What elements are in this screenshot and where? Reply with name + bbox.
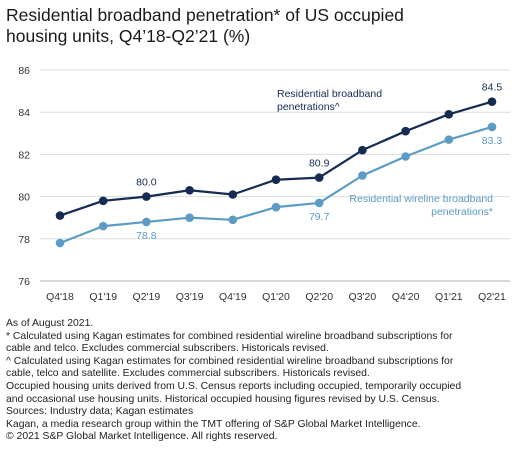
x-tick-label: Q1'19 — [89, 291, 117, 303]
series-group — [55, 97, 497, 248]
title-line-2: housing units, Q4’18-Q2’21 (%) — [6, 26, 251, 46]
data-point — [271, 202, 281, 212]
line-chart: 76 78 80 82 84 86 Q4'18 Q1'19 Q2'19 Q3'19 Q4'19 Q1… — [18, 65, 510, 303]
footnote-line: © 2021 S&P Global Market Intelligence. A… — [6, 431, 278, 443]
data-point — [444, 110, 454, 119]
x-tick-label: Q2'21 — [478, 291, 506, 303]
footnote-line: As of August 2021. — [6, 318, 94, 329]
data-label: 78.8 — [136, 230, 157, 242]
legend-entry: Residential broadband penetrations^ — [277, 88, 382, 113]
data-label: 80.0 — [136, 177, 157, 189]
data-point — [487, 122, 497, 132]
data-point — [271, 175, 281, 185]
data-point — [358, 171, 367, 180]
title-line-1: Residential broadband penetration* of US… — [6, 5, 404, 25]
data-point — [401, 152, 410, 161]
data-label: 79.7 — [309, 211, 330, 223]
legend-entry: Residential wireline broadband penetratio… — [349, 193, 493, 218]
footnote-line: Occupied housing units derived from U.S.… — [6, 380, 462, 392]
data-point — [98, 221, 108, 231]
x-tick-label: Q4'19 — [219, 291, 247, 303]
x-tick-label: Q4'18 — [46, 291, 74, 303]
data-label: 83.3 — [482, 135, 503, 147]
data-point — [228, 215, 238, 225]
series-line — [59, 125, 493, 245]
y-tick-label: 80 — [18, 192, 30, 204]
x-tick-label: Q1'20 — [262, 291, 290, 303]
x-tick-label: Q3'20 — [349, 291, 377, 303]
x-axis: Q4'18 Q1'19 Q2'19 Q3'19 Q4'19 Q1'20 Q2'20 Q3'20… — [46, 291, 506, 303]
y-axis: 76 78 80 82 84 86 — [18, 65, 30, 288]
data-point — [185, 185, 194, 195]
data-point — [314, 198, 324, 208]
data-point — [142, 192, 151, 201]
footnotes: As of August 2021. * Calculated using Kag… — [6, 318, 518, 444]
data-point — [98, 196, 108, 206]
y-tick-label: 82 — [18, 149, 30, 161]
data-point — [185, 213, 194, 222]
footnote-line: Sources: Industry data; Kagan estimates — [6, 406, 194, 418]
data-point — [314, 173, 324, 182]
footnote-line: cable, telco and satellite. Excludes com… — [6, 368, 370, 380]
data-point — [401, 126, 410, 136]
legend: Residential broadband penetrations^ Reside… — [277, 88, 493, 218]
footnote-line: cable and telco. Excludes commercial sub… — [6, 343, 329, 355]
data-point — [55, 238, 65, 248]
data-label: 80.9 — [309, 158, 330, 170]
data-point — [487, 97, 497, 106]
grid-lines — [40, 69, 510, 282]
data-point — [55, 211, 65, 220]
footnote-line: and occasional use housing units. Histor… — [6, 393, 440, 405]
x-tick-label: Q4'20 — [392, 291, 420, 303]
x-tick-label: Q2'20 — [305, 291, 333, 303]
chart-title: Residential broadband penetration* of US… — [6, 5, 518, 47]
y-tick-label: 76 — [18, 276, 30, 288]
data-label: 84.5 — [482, 82, 503, 94]
x-tick-label: Q2'19 — [133, 291, 161, 303]
data-point — [358, 145, 367, 155]
y-tick-label: 84 — [18, 107, 30, 119]
x-tick-label: Q1'21 — [435, 291, 463, 303]
x-tick-label: Q3'19 — [176, 291, 204, 303]
footnote-line: ^ Calculated using Kagan estimates for c… — [6, 355, 454, 367]
y-tick-label: 86 — [18, 65, 30, 77]
y-tick-label: 78 — [18, 234, 30, 246]
data-point — [444, 135, 454, 144]
footnote-line: Kagan, a media research group within the… — [6, 418, 421, 430]
data-point — [142, 217, 151, 227]
footnote-line: * Calculated using Kagan estimates for c… — [6, 330, 453, 342]
data-point — [228, 190, 238, 199]
data-labels: 80.0 80.9 84.5 78.8 79.7 83.3 — [136, 82, 502, 242]
